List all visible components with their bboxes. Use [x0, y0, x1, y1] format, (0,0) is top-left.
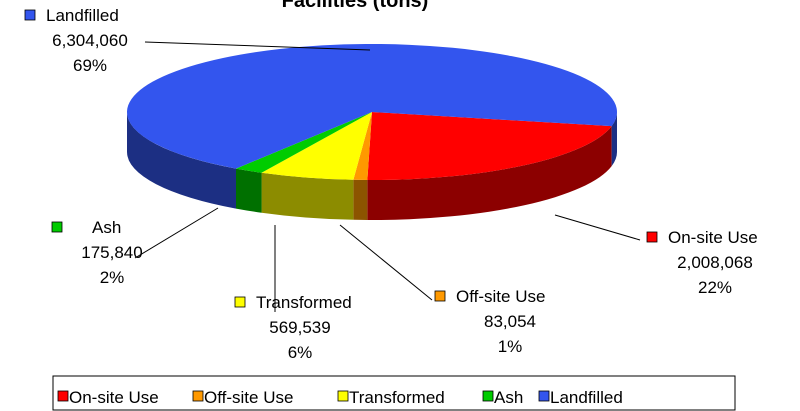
chart-title: Facilities (tons)	[282, 0, 429, 12]
pie-slice-side	[261, 172, 354, 220]
pie-tops	[126, 44, 617, 180]
label-name: Landfilled	[46, 6, 119, 25]
pie-slice	[236, 112, 372, 173]
leader-line	[554, 214, 641, 241]
label-swatch	[646, 231, 658, 243]
pie-slice-side	[353, 179, 368, 220]
leader-line	[144, 41, 371, 51]
percent-label: 1%	[498, 337, 523, 356]
legend-swatch	[57, 390, 69, 402]
data-label: 569,539	[269, 318, 330, 337]
legend-label: Transformed	[349, 388, 445, 407]
label-name: Ash	[92, 218, 121, 237]
label-name: Transformed	[256, 293, 352, 312]
pie-slice-side	[127, 112, 237, 209]
label-swatch	[434, 290, 446, 302]
pie-slice-side	[611, 112, 617, 167]
data-label: 2,008,068	[677, 253, 753, 272]
label-swatch	[234, 296, 246, 308]
legend-label: Off-site Use	[204, 388, 293, 407]
legend-label: On-site Use	[69, 388, 159, 407]
legend-swatch	[337, 390, 349, 402]
label-swatch	[24, 9, 36, 21]
leader-line	[339, 224, 433, 301]
leader-line	[134, 207, 219, 259]
pie-slice-side	[367, 126, 612, 220]
label-name: Off-site Use	[456, 287, 545, 306]
pie-slice-side	[236, 168, 262, 213]
percent-label: 6%	[288, 343, 313, 362]
percent-label: 69%	[73, 56, 107, 75]
data-label: 83,054	[484, 312, 536, 331]
legend-box	[52, 375, 736, 411]
pie-slice	[261, 112, 372, 180]
pie-sides	[127, 112, 617, 220]
legend-label: Ash	[494, 388, 523, 407]
data-label: 6,304,060	[52, 31, 128, 50]
label-name: On-site Use	[668, 228, 758, 247]
pie-slice	[367, 112, 612, 180]
data-label: 175,840	[81, 243, 142, 262]
percent-label: 2%	[100, 268, 125, 287]
percent-label: 22%	[698, 278, 732, 297]
pie-slice	[126, 44, 617, 169]
label-swatch	[51, 221, 63, 233]
legend-swatch	[192, 390, 204, 402]
legend-label: Landfilled	[550, 388, 623, 407]
legend-swatch	[482, 390, 494, 402]
legend-swatch	[538, 390, 550, 402]
pie-slice	[353, 112, 372, 180]
